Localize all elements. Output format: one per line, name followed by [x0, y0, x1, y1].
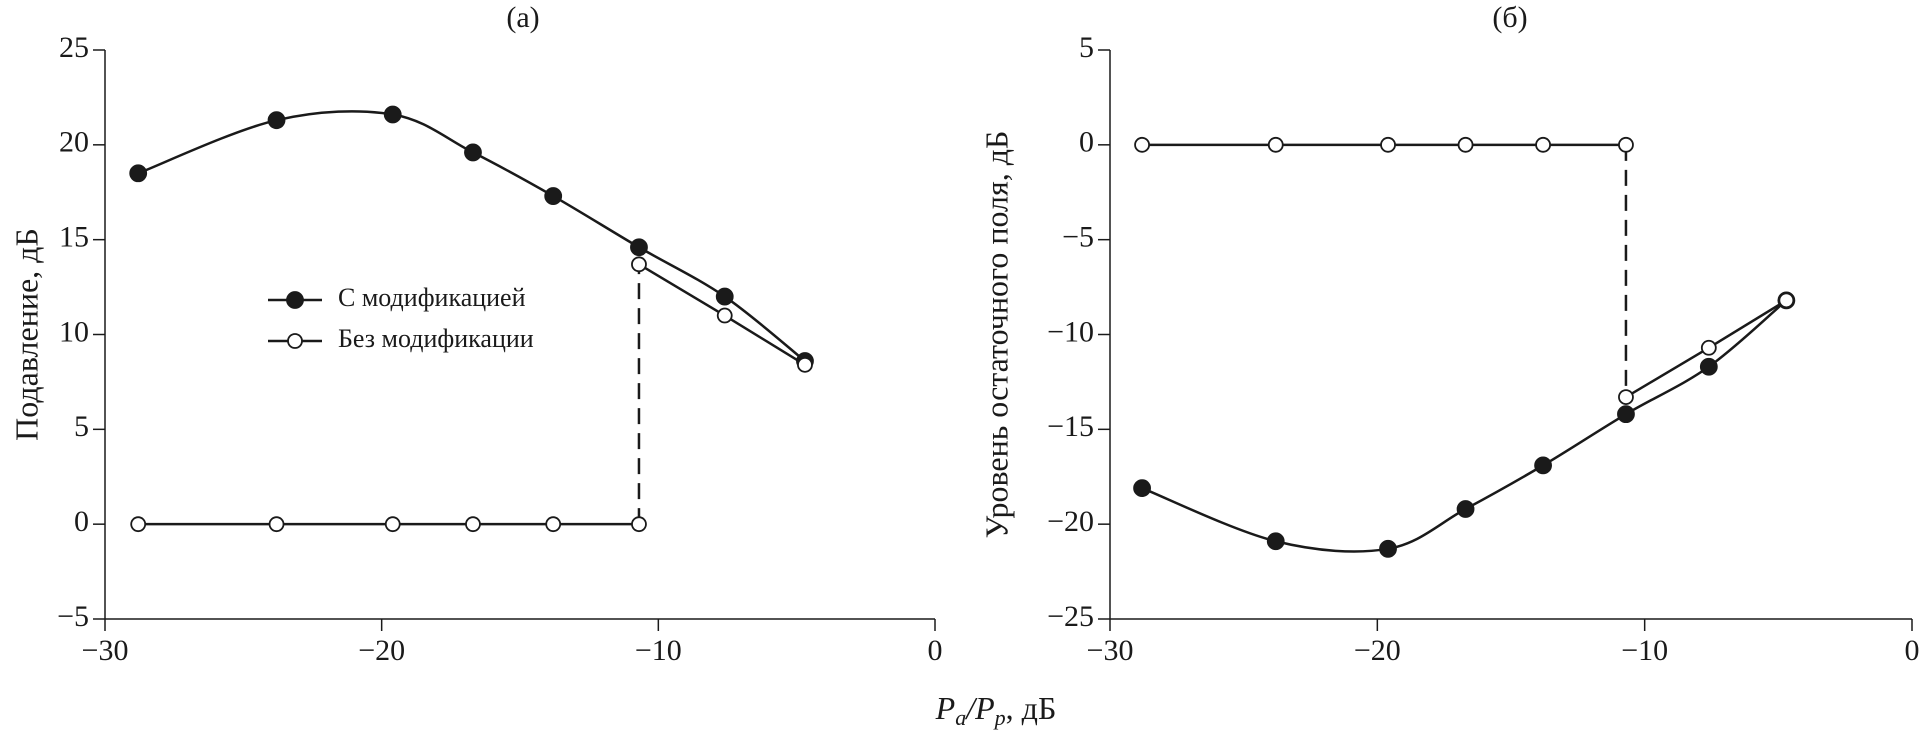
x-label-part: /P: [964, 690, 994, 726]
marker: [1535, 136, 1551, 153]
marker: [630, 238, 648, 257]
marker: [544, 187, 563, 205]
x-label-part: a: [955, 705, 966, 730]
x-tick-label: −10: [635, 634, 682, 667]
x-tick-label: 0: [1905, 634, 1920, 667]
marker: [384, 516, 401, 533]
marker: [465, 516, 481, 533]
y-tick-label: 10: [59, 315, 89, 348]
y-tick-label: 0: [1079, 126, 1094, 159]
marker: [1699, 357, 1718, 376]
x-tick-label: −20: [1354, 634, 1401, 667]
marker: [1618, 389, 1634, 405]
marker: [1266, 532, 1285, 551]
y-tick-label: −10: [1047, 315, 1094, 348]
y-axis-label: Уровень остаточного поля, дБ: [978, 131, 1014, 539]
series-segment: [1625, 346, 1710, 399]
x-tick-label: −30: [82, 634, 129, 667]
y-tick-label: −25: [1047, 600, 1094, 633]
marker: [1700, 339, 1717, 356]
legend-label: С модификацией: [338, 283, 526, 312]
series-segment: [724, 314, 806, 366]
x-label-part: , дБ: [1006, 690, 1057, 726]
x-label-part: P: [935, 690, 956, 726]
legend-label: Без модификации: [338, 324, 534, 353]
y-tick-label: −15: [1047, 410, 1094, 443]
y-tick-label: −5: [1062, 221, 1094, 254]
series-segment: [1708, 299, 1788, 349]
marker: [1380, 136, 1396, 153]
legend-marker: [287, 333, 303, 349]
marker: [1534, 456, 1552, 475]
series-segment: [638, 263, 726, 317]
panel-title: (а): [506, 1, 539, 34]
marker: [1134, 136, 1150, 153]
marker: [1778, 292, 1795, 309]
y-tick-label: 0: [74, 505, 89, 538]
x-label-part: p: [993, 705, 1006, 730]
x-tick-label: −10: [1621, 634, 1668, 667]
marker: [267, 111, 286, 130]
marker: [631, 256, 647, 273]
panel-title: (б): [1492, 1, 1527, 34]
marker: [716, 307, 733, 324]
marker: [1267, 136, 1284, 153]
marker: [1456, 500, 1475, 518]
y-tick-label: −5: [57, 600, 89, 633]
y-tick-label: 20: [59, 126, 89, 159]
x-tick-label: −20: [358, 634, 405, 667]
y-tick-label: 5: [74, 410, 89, 443]
marker: [130, 516, 147, 533]
x-axis-label: Pa/Pp, дБ: [935, 690, 1057, 730]
x-tick-label: 0: [928, 634, 943, 667]
marker: [1379, 539, 1397, 558]
marker: [1618, 136, 1634, 153]
y-tick-label: 5: [1079, 31, 1094, 64]
legend-marker: [286, 291, 304, 309]
y-tick-label: 15: [59, 221, 89, 254]
marker: [797, 356, 813, 373]
x-tick-label: −30: [1087, 634, 1134, 667]
marker: [464, 143, 482, 162]
marker: [631, 516, 647, 533]
y-axis-label: Подавление, дБ: [8, 228, 44, 441]
marker: [129, 164, 148, 183]
marker: [383, 105, 402, 124]
y-tick-label: −20: [1047, 505, 1094, 538]
marker: [715, 287, 734, 306]
y-tick-label: 25: [59, 31, 89, 64]
marker: [1133, 479, 1151, 498]
marker: [545, 516, 562, 533]
marker: [268, 516, 285, 533]
marker: [1617, 405, 1635, 424]
marker: [1457, 136, 1474, 153]
